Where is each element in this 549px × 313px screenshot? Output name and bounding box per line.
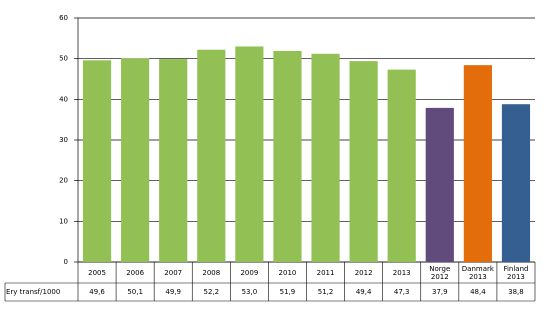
value-label: 49,9 [165,288,181,296]
value-label: 51,2 [317,288,334,296]
value-label: 52,2 [203,288,220,296]
y-tick-label: 40 [59,95,68,103]
x-tick-label: Danmark 2013 [461,264,494,281]
value-label: 51,9 [279,288,296,296]
x-tick-label: 2011 [316,268,335,277]
x-tick-label: 2007 [164,268,183,277]
x-tick-label: 2006 [126,268,145,277]
value-label: 53,0 [241,288,258,296]
bar [311,53,340,262]
y-tick-label: 20 [59,177,68,185]
y-tick-label: 0 [64,258,68,266]
value-label: 50,1 [127,288,143,296]
bar [235,46,264,262]
value-label: 37,9 [431,288,448,296]
value-label: 49,6 [89,288,105,296]
x-tick-label: 2009 [240,268,259,277]
value-label: 38,8 [508,288,524,296]
value-label: 49,4 [355,288,372,296]
bar [121,58,150,263]
x-tick-label: 2010 [278,268,297,277]
bar [82,60,112,262]
bar [159,59,188,262]
y-tick-label: 10 [59,217,68,225]
row-header: Ery transf/1000 [6,288,61,296]
bar [463,65,492,262]
bar [273,50,302,262]
bar [349,61,378,263]
bar [387,69,416,262]
x-tick-label: 2012 [354,268,373,277]
value-label: 47,3 [393,288,410,296]
x-tick-label: 2005 [88,268,106,277]
x-tick-label: 2008 [202,268,221,277]
x-tick-label: Finland 2013 [503,264,529,281]
bar [197,49,226,262]
value-label: 48,4 [470,288,486,296]
bar [425,107,454,262]
x-tick-label: Norge 2012 [429,264,451,281]
y-tick-label: 60 [59,14,68,22]
x-tick-label: 2013 [392,268,411,277]
y-tick-label: 30 [59,136,68,144]
y-tick-label: 50 [59,55,68,63]
bar [501,104,531,262]
